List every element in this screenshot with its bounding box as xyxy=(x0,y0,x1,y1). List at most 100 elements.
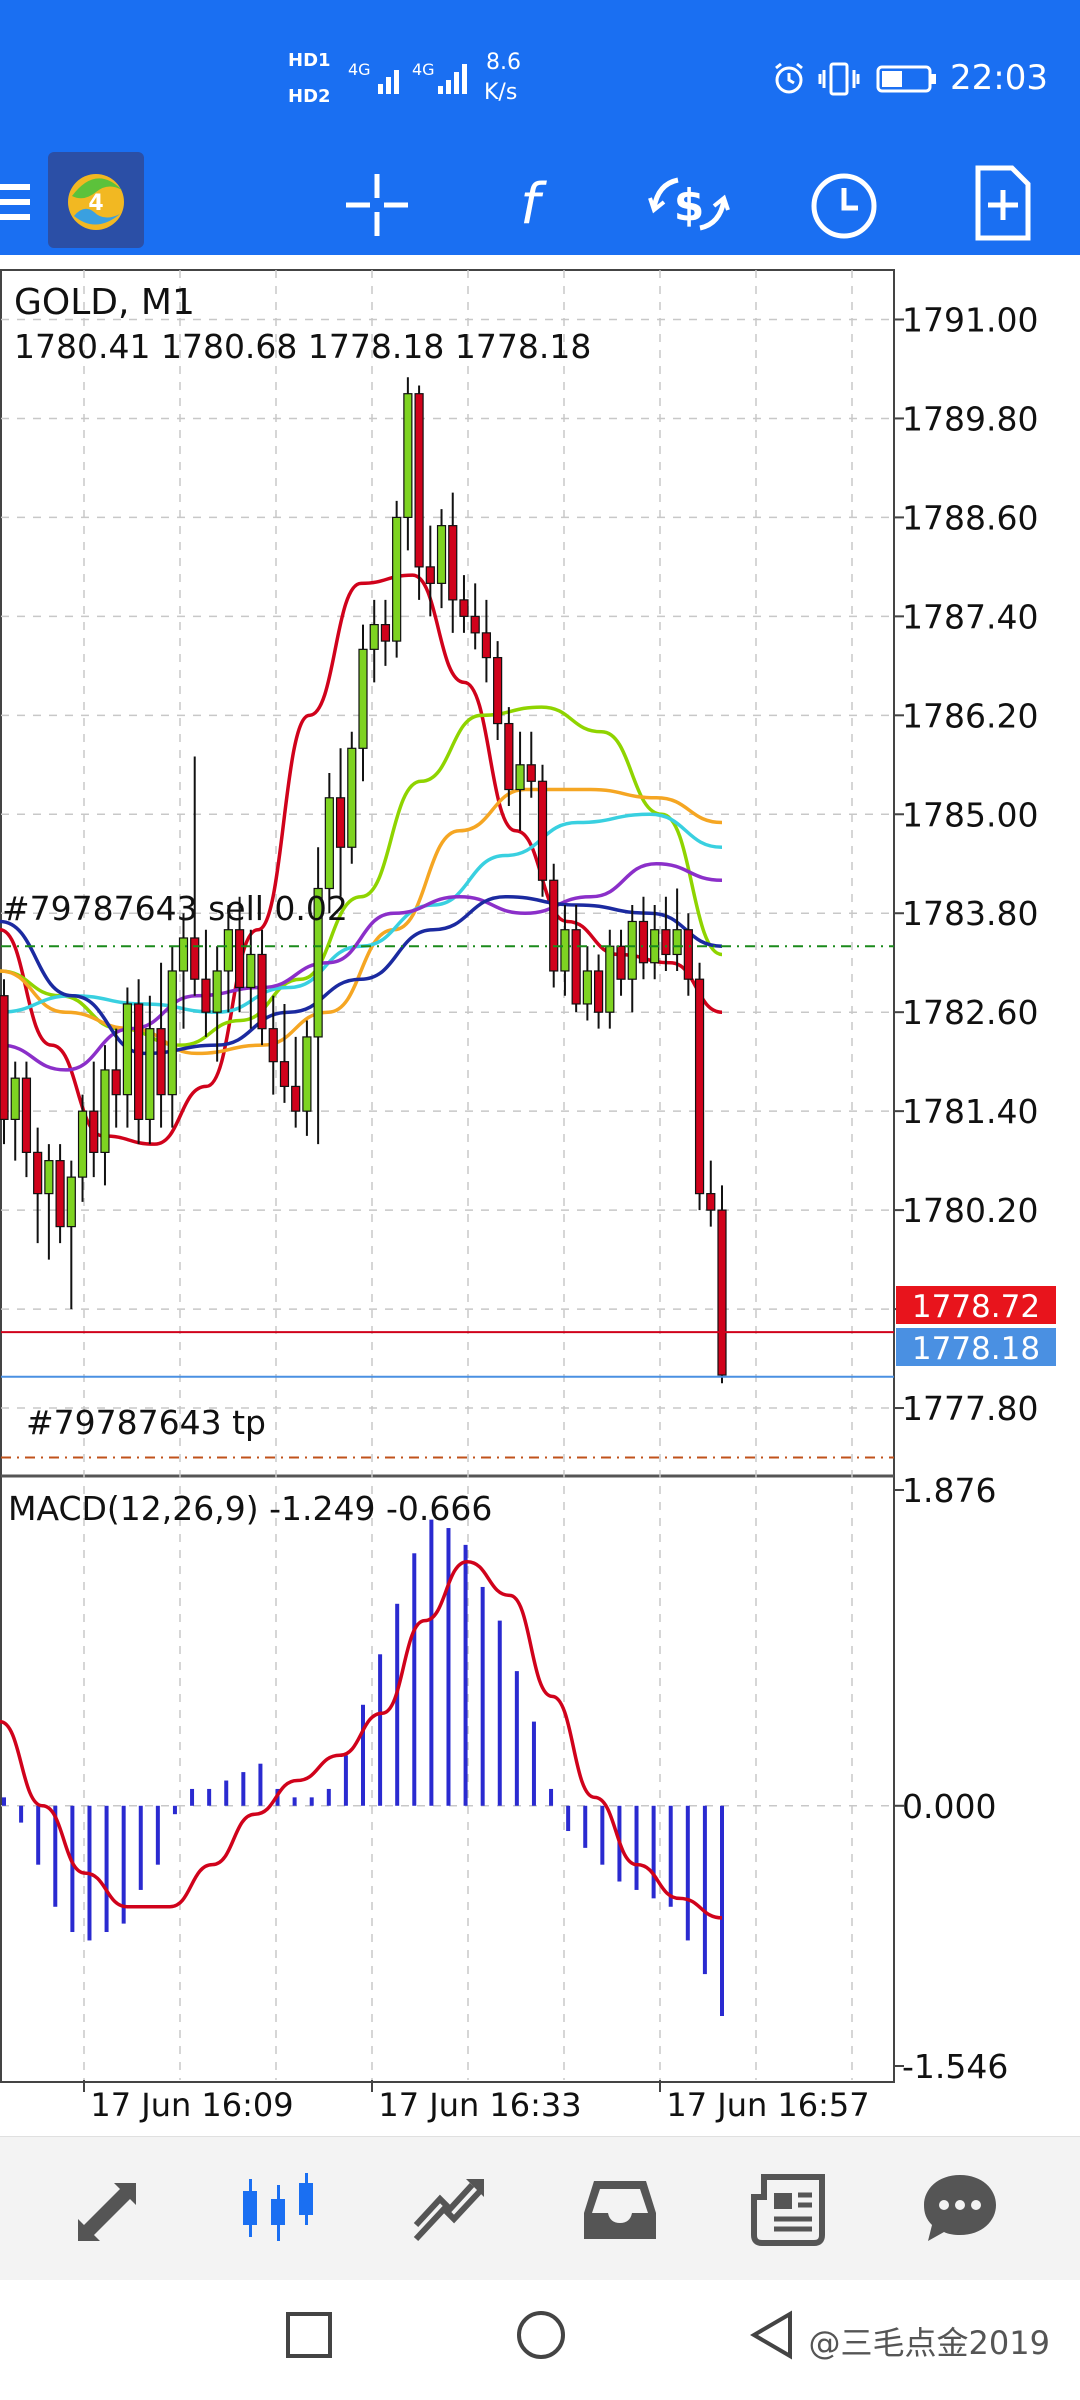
candle-body xyxy=(291,1085,301,1112)
macd-bar xyxy=(720,1805,724,2017)
chart-canvas[interactable]: 1.876 0.000 -1.546 1791.00 1789.80 1788.60 17… xyxy=(0,266,1080,2124)
toolbar: 4 f $ xyxy=(0,150,1080,255)
price-tick-label: 1780.20 xyxy=(902,1191,1038,1230)
ma-line xyxy=(0,787,723,1056)
macd-bar xyxy=(121,1805,126,1924)
candle-body xyxy=(223,929,233,972)
candle-body xyxy=(134,1003,144,1120)
new-order-icon[interactable] xyxy=(972,164,1034,244)
price-tick-label: 1782.60 xyxy=(902,993,1038,1032)
macd-bar xyxy=(395,1603,400,1806)
macd-bar xyxy=(583,1805,588,1848)
chat-icon xyxy=(924,2175,996,2241)
trade-icon[interactable]: $ xyxy=(648,168,730,240)
bid-price-badge xyxy=(896,1328,1056,1366)
candle-body xyxy=(616,945,626,980)
candle-body xyxy=(111,1069,121,1096)
alarm-icon xyxy=(775,62,803,94)
ma-line xyxy=(0,812,723,1014)
candle-body xyxy=(145,1028,155,1120)
watermark: @三毛点金2019 xyxy=(808,2324,1050,2362)
candle-body xyxy=(549,879,559,972)
candle-body xyxy=(302,1036,312,1112)
macd-bar xyxy=(190,1788,195,1806)
candle-body xyxy=(436,525,447,584)
macd-bar xyxy=(172,1805,177,1815)
ma-line xyxy=(0,862,723,1072)
candle-body xyxy=(369,624,379,650)
candle-body xyxy=(403,393,413,518)
tp-label[interactable]: #79787643 tp xyxy=(26,1403,266,1442)
macd-tick-label: 0.000 xyxy=(902,1787,996,1826)
price-tick-label: 1783.80 xyxy=(902,894,1038,933)
candle-body xyxy=(268,1028,278,1063)
candle-body xyxy=(178,937,189,972)
candle-body xyxy=(77,1110,88,1178)
back-icon[interactable] xyxy=(746,2310,796,2360)
network-type-2: 4G xyxy=(412,60,435,79)
main-plot-frame xyxy=(0,269,895,2083)
price-tick-label: 1785.00 xyxy=(902,795,1038,834)
messages-tab[interactable] xyxy=(875,2137,1045,2281)
chart-tab[interactable] xyxy=(195,2137,365,2281)
history-tab[interactable] xyxy=(535,2137,705,2281)
candle-body xyxy=(515,764,525,791)
candle-body xyxy=(493,656,503,725)
macd-bar xyxy=(651,1805,656,1899)
macd-bar xyxy=(531,1721,536,1806)
system-nav-bar xyxy=(0,2280,1080,2400)
home-icon[interactable] xyxy=(514,2308,568,2362)
price-levels xyxy=(1,945,894,1459)
price-tick-label: 1789.80 xyxy=(902,399,1038,438)
network-type-1: 4G xyxy=(348,60,371,79)
macd-bar xyxy=(53,1805,58,1907)
price-tick-label: 1791.00 xyxy=(902,300,1038,339)
candle-body xyxy=(638,920,649,964)
menu-icon[interactable] xyxy=(0,176,34,228)
macd-bar xyxy=(600,1805,605,1865)
candle-body xyxy=(279,1061,290,1088)
macd-bar xyxy=(138,1805,143,1890)
vibrate-icon xyxy=(818,62,860,96)
order-label[interactable]: #79787643 sell 0.02 xyxy=(2,889,348,928)
macd-bar xyxy=(429,1519,434,1806)
status-bar: HD1 HD2 4G 4G 8.6 K/s 22:03 xyxy=(0,0,1080,150)
candle-body xyxy=(593,970,604,1013)
macd-bar xyxy=(514,1671,519,1806)
macd-tick-label: -1.546 xyxy=(902,2047,1008,2086)
macd-signal-line xyxy=(0,1559,723,1920)
candle-body xyxy=(537,780,548,881)
price-tick-label: 1781.40 xyxy=(902,1092,1038,1131)
macd-bar xyxy=(378,1654,383,1806)
quotes-tab[interactable] xyxy=(25,2137,195,2281)
symbol-label: GOLD, M1 xyxy=(14,282,195,323)
macd-bar xyxy=(634,1805,639,1890)
crosshair-icon[interactable] xyxy=(342,170,412,240)
speed-value: 8.6 xyxy=(486,50,521,75)
macd-bar xyxy=(70,1805,75,1933)
news-tab[interactable] xyxy=(705,2137,875,2281)
candle-body xyxy=(89,1110,99,1153)
ask-price-label: 1778.72 xyxy=(912,1289,1040,1325)
candle-body xyxy=(55,1160,65,1228)
candle-body xyxy=(414,393,424,568)
candle-body xyxy=(392,516,402,642)
trade-tab[interactable] xyxy=(365,2137,535,2281)
app-logo-icon[interactable]: 4 xyxy=(48,152,144,248)
macd-bar xyxy=(309,1797,314,1806)
macd-bar xyxy=(463,1544,468,1806)
macd-bar xyxy=(2,1797,6,1806)
timeframe-icon[interactable] xyxy=(808,170,880,242)
candles xyxy=(0,377,727,1384)
chart-area[interactable]: 1.876 0.000 -1.546 1791.00 1789.80 1788.60 17… xyxy=(0,266,1080,2124)
candle-body xyxy=(459,599,469,617)
recent-apps-icon[interactable] xyxy=(284,2310,334,2360)
candle-body xyxy=(694,978,705,1195)
macd-bar xyxy=(412,1553,417,1806)
candle-body xyxy=(627,920,637,980)
macd-bar xyxy=(446,1528,451,1806)
time-label-2: 17 Jun 16:33 xyxy=(378,2086,581,2124)
macd-title: MACD(12,26,9) -1.249 -0.666 xyxy=(8,1489,492,1528)
macd-bar xyxy=(258,1763,263,1806)
indicators-icon[interactable]: f xyxy=(500,168,560,238)
